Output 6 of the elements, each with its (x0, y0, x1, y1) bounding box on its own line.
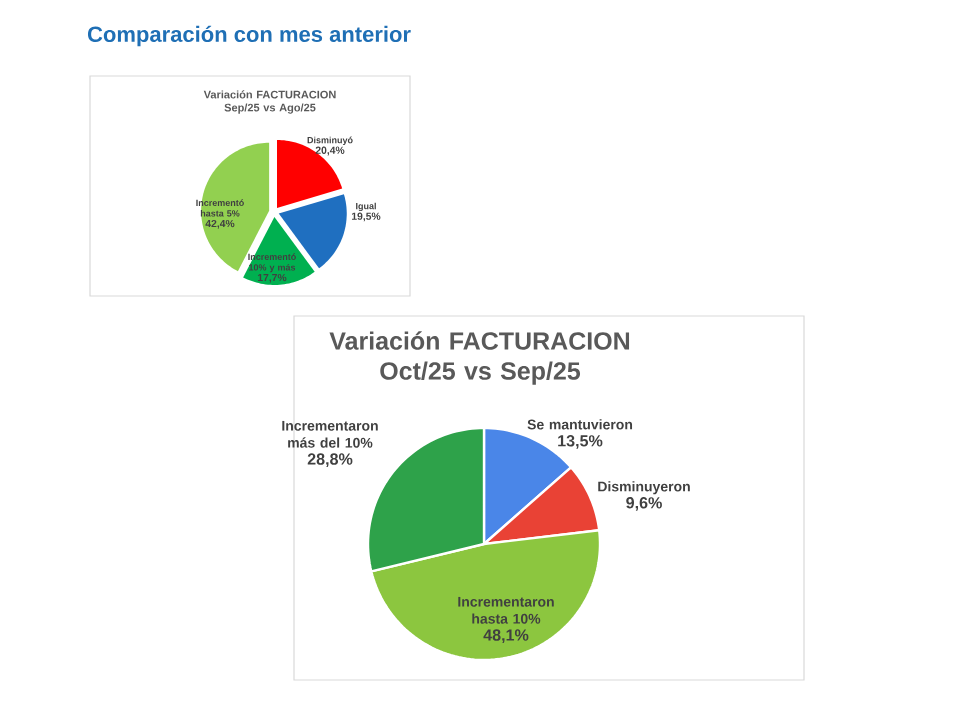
data-label: 9,6% (626, 497, 662, 511)
data-label: 13,5% (558, 435, 603, 449)
data-label: 28,8% (307, 453, 353, 468)
chart-title: Variación FACTURACION Oct/25 vs Sep/25 (329, 331, 630, 385)
data-label: 48,1% (483, 629, 529, 644)
chart-title: Comparación con mes anterior (87, 25, 411, 47)
